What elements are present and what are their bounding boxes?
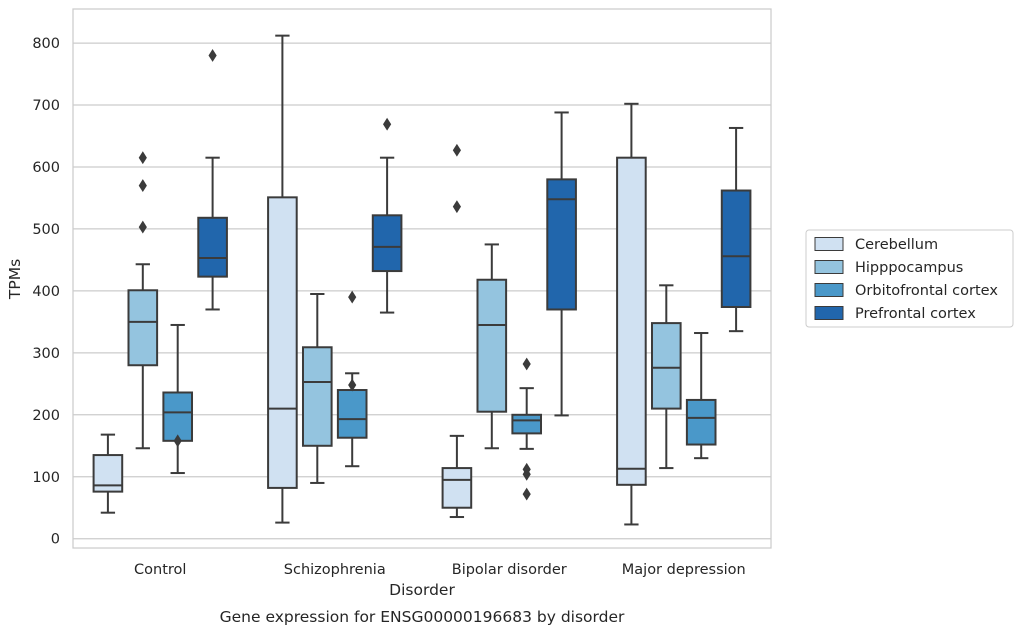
iqr-box xyxy=(301,346,333,447)
box-bipolar-disorder-hipppocampus xyxy=(476,243,508,450)
iqr-box xyxy=(267,196,298,489)
iqr-box xyxy=(441,467,473,509)
outlier-point xyxy=(348,378,357,392)
iqr-box xyxy=(197,216,228,278)
iqr-box xyxy=(546,178,577,311)
x-tick-labels: Control Schizophrenia Bipolar disorder Majo… xyxy=(134,562,746,578)
box-major-depression-prefrontal-cortex xyxy=(720,126,752,333)
iqr-box xyxy=(162,391,194,442)
y-tick-label: 800 xyxy=(32,36,60,52)
y-axis-label: TPMs xyxy=(6,259,24,300)
outlier-point xyxy=(522,462,531,476)
outlier-point xyxy=(138,179,147,193)
y-tick-label: 300 xyxy=(32,346,60,362)
iqr-box xyxy=(127,289,159,367)
outlier-point xyxy=(138,220,147,234)
y-tick-label: 200 xyxy=(32,408,60,424)
box-schizophrenia-cerebellum xyxy=(267,34,298,524)
y-tick-label: 0 xyxy=(51,532,60,548)
iqr-box xyxy=(511,413,543,435)
iqr-box xyxy=(650,322,682,410)
box-schizophrenia-hipppocampus xyxy=(301,292,333,484)
legend-frame xyxy=(805,229,1014,328)
outlier-point xyxy=(383,117,392,131)
legend: Cerebellum Hipppocampus Orbitofrontal cort… xyxy=(805,229,1014,328)
box-control-hipppocampus xyxy=(127,151,159,450)
chart-caption: Gene expression for ENSG00000196683 by d… xyxy=(220,608,625,626)
outlier-point xyxy=(348,290,357,304)
y-tick-label: 500 xyxy=(32,222,60,238)
x-tick-label: Schizophrenia xyxy=(284,562,386,578)
outlier-point xyxy=(522,357,531,371)
outlier-point xyxy=(208,49,217,62)
legend-swatch-prefrontal-cortex xyxy=(814,306,844,320)
outlier-point xyxy=(522,487,531,501)
box-bipolar-disorder-prefrontal-cortex xyxy=(546,111,577,417)
x-tick-label: Control xyxy=(134,562,186,578)
box-major-depression-cerebellum xyxy=(616,102,647,526)
x-tick-label: Bipolar disorder xyxy=(452,562,567,578)
box-control-orbitofrontal-cortex xyxy=(162,323,194,475)
box-schizophrenia-prefrontal-cortex xyxy=(371,117,403,314)
box-control-cerebellum xyxy=(92,433,124,514)
box-groups xyxy=(92,34,752,526)
y-tick-label: 700 xyxy=(32,98,60,114)
plot-area xyxy=(73,9,771,548)
iqr-box xyxy=(616,156,647,486)
legend-label-cerebellum: Cerebellum xyxy=(855,237,938,253)
y-tick-label: 600 xyxy=(32,160,60,176)
box-bipolar-disorder-orbitofrontal-cortex xyxy=(511,357,543,501)
outlier-point xyxy=(138,151,147,165)
iqr-box xyxy=(476,278,508,413)
y-tick-label: 100 xyxy=(32,470,60,486)
box-major-depression-hipppocampus xyxy=(650,284,682,470)
iqr-box xyxy=(336,389,368,439)
iqr-box xyxy=(685,398,717,446)
iqr-box xyxy=(720,189,752,308)
outlier-point xyxy=(452,143,461,157)
box-bipolar-disorder-cerebellum xyxy=(441,143,473,519)
outlier-point xyxy=(452,200,461,214)
outlier-point xyxy=(173,434,182,448)
legend-label-orbitofrontal-cortex: Orbitofrontal cortex xyxy=(855,283,998,299)
plot-frame xyxy=(72,8,772,549)
box-schizophrenia-orbitofrontal-cortex xyxy=(336,290,368,468)
legend-swatch-orbitofrontal-cortex xyxy=(814,283,844,297)
box-major-depression-orbitofrontal-cortex xyxy=(685,332,717,460)
iqr-box xyxy=(371,214,403,273)
y-tick-label: 400 xyxy=(32,284,60,300)
box-control-prefrontal-cortex xyxy=(197,49,228,311)
x-axis-label: Disorder xyxy=(389,581,455,599)
legend-label-prefrontal-cortex: Prefrontal cortex xyxy=(855,306,976,322)
legend-swatch-cerebellum xyxy=(814,237,844,251)
legend-label-hipppocampus: Hipppocampus xyxy=(855,260,963,276)
x-tick-label: Major depression xyxy=(622,562,746,578)
y-tick-labels: 0 100 200 300 400 500 600 700 800 xyxy=(32,36,60,548)
legend-swatch-hipppocampus xyxy=(814,260,844,274)
